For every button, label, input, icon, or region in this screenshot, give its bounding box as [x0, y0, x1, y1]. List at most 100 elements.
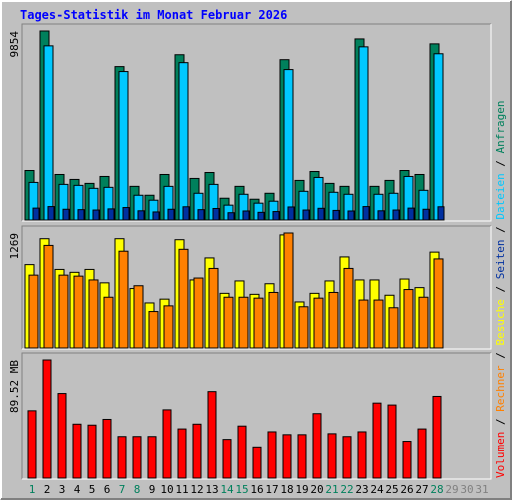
- bar: [312, 413, 322, 479]
- bar: [417, 428, 427, 479]
- bar: [358, 299, 369, 349]
- legend-separator: /: [494, 153, 507, 173]
- bar: [212, 207, 220, 221]
- bar: [357, 431, 367, 479]
- legend-separator: /: [494, 412, 507, 432]
- panel-bevel-dark: [21, 352, 491, 479]
- bar: [237, 425, 247, 479]
- bar: [433, 258, 444, 349]
- bar: [178, 62, 189, 221]
- day-label: 21: [325, 483, 338, 496]
- bar: [193, 277, 204, 349]
- bar: [238, 296, 249, 349]
- day-label: 13: [205, 483, 218, 496]
- bar: [192, 423, 202, 479]
- bar: [57, 393, 67, 479]
- bar: [27, 410, 37, 479]
- day-label: 3: [59, 483, 66, 496]
- bar: [272, 211, 280, 221]
- bar: [407, 207, 415, 221]
- bar: [327, 433, 337, 479]
- legend-entry: Besuche: [494, 299, 507, 345]
- panel-bevel-light: [22, 353, 492, 480]
- bar: [132, 436, 142, 479]
- bar: [403, 289, 414, 349]
- bar: [432, 395, 442, 479]
- bar: [73, 275, 84, 349]
- bar: [148, 311, 159, 349]
- bar: [287, 206, 295, 221]
- bar: [283, 69, 294, 221]
- bar: [133, 285, 144, 349]
- bar: [92, 209, 100, 221]
- bar: [418, 296, 429, 349]
- bar: [342, 436, 352, 479]
- bar: [388, 307, 399, 349]
- bar: [372, 402, 382, 479]
- bar: [297, 434, 307, 479]
- day-label: 27: [415, 483, 428, 496]
- bar: [317, 207, 325, 221]
- legend: Volumen / Rechner / Besuche / Seiten / D…: [494, 100, 507, 478]
- bar: [72, 423, 82, 479]
- day-label: 9: [149, 483, 156, 496]
- bar: [328, 291, 339, 349]
- bar: [102, 418, 112, 479]
- y-max-label: 1269: [8, 233, 21, 260]
- bar: [343, 267, 354, 349]
- bar: [437, 206, 445, 221]
- bar: [117, 436, 127, 479]
- bar: [32, 207, 40, 221]
- day-label: 22: [340, 483, 353, 496]
- bar: [253, 297, 264, 349]
- day-label: 15: [235, 483, 248, 496]
- bar: [358, 46, 369, 221]
- bar: [268, 291, 279, 349]
- day-label: 24: [370, 483, 384, 496]
- bar: [302, 209, 310, 221]
- day-label: 10: [160, 483, 173, 496]
- bar: [43, 244, 54, 349]
- bar: [137, 210, 145, 221]
- day-label: 1: [29, 483, 36, 496]
- panel-bevel-light: [22, 226, 492, 350]
- bar: [252, 446, 262, 479]
- day-label: 11: [175, 483, 188, 496]
- day-label: 2: [44, 483, 51, 496]
- bar: [208, 267, 219, 349]
- bar: [377, 210, 385, 221]
- bar: [332, 209, 340, 221]
- bar: [118, 250, 129, 349]
- bar: [197, 209, 205, 221]
- day-label: 31: [475, 483, 488, 496]
- day-label: 25: [385, 483, 398, 496]
- bar: [147, 436, 157, 479]
- legend-entry: Seiten: [494, 240, 507, 280]
- bar: [267, 431, 277, 479]
- chart-title: Tages-Statistik im Monat Februar 2026: [20, 8, 287, 22]
- bar: [77, 209, 85, 221]
- bar: [178, 248, 189, 349]
- day-label: 4: [74, 483, 81, 496]
- legend-entry: Dateien: [494, 173, 507, 219]
- bar: [177, 428, 187, 479]
- bar: [223, 296, 234, 349]
- day-label: 23: [355, 483, 368, 496]
- day-label: 14: [220, 483, 234, 496]
- bar: [42, 359, 52, 479]
- bar: [242, 210, 250, 221]
- bar: [182, 206, 190, 221]
- legend-entry: Anfragen: [494, 100, 507, 153]
- bar: [62, 208, 70, 221]
- bar: [43, 45, 54, 221]
- day-label: 29: [445, 483, 458, 496]
- bar: [422, 208, 430, 221]
- bar: [118, 71, 129, 221]
- day-label: 8: [134, 483, 141, 496]
- bar: [362, 206, 370, 221]
- panel-bevel-dark: [21, 225, 491, 349]
- bar: [87, 424, 97, 479]
- day-label: 19: [295, 483, 308, 496]
